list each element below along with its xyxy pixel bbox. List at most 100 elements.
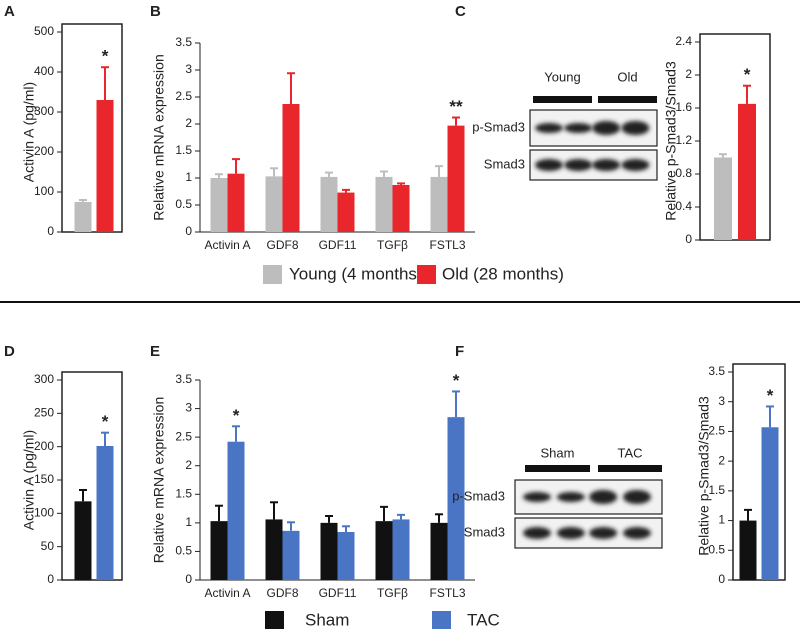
y-tick-label: 2	[185, 116, 192, 130]
bar	[714, 157, 732, 240]
y-tick-label: 1.5	[175, 486, 192, 500]
blot-band	[623, 527, 652, 539]
bar	[337, 192, 355, 232]
blot-band	[592, 121, 621, 135]
bar	[74, 501, 92, 580]
y-tick-label: 2.5	[708, 424, 725, 438]
y-tick-label: 3	[185, 62, 192, 76]
panel-label: E	[150, 343, 160, 360]
bar	[96, 100, 114, 232]
blot-row-label: Smad3	[464, 524, 505, 539]
y-tick-label: 3.5	[708, 364, 725, 378]
y-tick-label: 250	[34, 406, 54, 420]
panel-label: C	[455, 3, 466, 20]
y-axis-label: Activin A (pg/ml)	[21, 82, 37, 182]
x-tick-label: Activin A	[204, 586, 250, 600]
annotation: *	[102, 47, 109, 66]
blot-row-label: Smad3	[484, 156, 525, 171]
legend-label: TAC	[467, 610, 500, 629]
bar	[265, 519, 283, 580]
y-tick-label: 0	[47, 224, 54, 238]
x-tick-label: FSTL3	[429, 586, 465, 600]
y-tick-label: 2	[718, 453, 725, 467]
bar	[739, 520, 757, 580]
x-tick-label: TGFβ	[377, 586, 408, 600]
panel-label: F	[455, 343, 464, 360]
y-tick-label: 0	[685, 232, 692, 246]
bar	[447, 125, 465, 232]
annotation: **	[449, 97, 463, 116]
y-tick-label: 300	[34, 104, 54, 118]
panel-label: B	[150, 3, 161, 20]
blot-band	[621, 159, 650, 171]
bar	[210, 178, 228, 232]
bar	[320, 522, 338, 580]
y-tick-label: 0	[185, 224, 192, 238]
x-tick-label: GDF11	[319, 238, 357, 252]
frame	[732, 363, 786, 581]
blot-group-label: Young	[544, 69, 580, 84]
y-tick-label: 300	[34, 372, 54, 386]
y-tick-label: 3	[185, 401, 192, 415]
x-tick-label: GDF8	[266, 586, 298, 600]
y-tick-label: 1	[185, 170, 192, 184]
bar	[96, 446, 114, 580]
bar	[337, 532, 355, 580]
y-tick-label: 0.5	[175, 544, 192, 558]
y-tick-label: 3	[718, 394, 725, 408]
frame	[699, 33, 771, 241]
y-tick-label: 0	[47, 572, 54, 586]
annotation: *	[453, 371, 460, 390]
y-tick-label: 0.4	[675, 199, 692, 213]
y-axis-label: Relative mRNA expression	[151, 54, 167, 221]
bar	[375, 521, 393, 580]
bar	[375, 176, 393, 232]
y-tick-label: 400	[34, 64, 54, 78]
y-tick-label: 100	[34, 184, 54, 198]
bar	[761, 427, 779, 580]
y-tick-label: 1.2	[675, 133, 692, 147]
y-axis-label: Relative p-Smad3/Smad3	[663, 61, 679, 221]
y-tick-label: 3.5	[175, 372, 192, 386]
blot-group-label: Sham	[541, 445, 575, 460]
panel-label: D	[4, 343, 15, 360]
blot-row-label: p-Smad3	[452, 488, 505, 503]
y-tick-label: 2	[185, 458, 192, 472]
y-tick-label: 100	[34, 506, 54, 520]
y-axis-label: Relative mRNA expression	[151, 397, 167, 564]
bar	[430, 522, 448, 580]
legend-swatch	[265, 611, 284, 629]
blot-band	[589, 490, 618, 504]
x-tick-label: FSTL3	[429, 238, 465, 252]
blot-group-bar	[598, 96, 657, 103]
blot-band	[592, 159, 621, 171]
blot-band	[589, 527, 618, 539]
legend-label: Sham	[305, 610, 349, 629]
bar	[227, 441, 245, 580]
y-axis-label: Activin A (pg/ml)	[21, 430, 37, 530]
y-tick-label: 200	[34, 144, 54, 158]
bar	[282, 104, 300, 232]
y-tick-label: 0.5	[708, 542, 725, 556]
annotation: *	[233, 406, 240, 425]
y-tick-label: 1.5	[708, 483, 725, 497]
bar	[447, 417, 465, 580]
y-tick-label: 0.5	[175, 197, 192, 211]
blot-band	[535, 123, 564, 133]
bar	[74, 202, 92, 232]
y-tick-label: 2	[685, 67, 692, 81]
blot-band	[623, 490, 652, 504]
y-tick-label: 50	[41, 539, 55, 553]
y-tick-label: 150	[34, 472, 54, 486]
blot-band	[523, 492, 552, 502]
annotation: *	[767, 386, 774, 405]
bar	[265, 176, 283, 232]
legend-swatch	[432, 611, 451, 629]
y-tick-label: 200	[34, 439, 54, 453]
y-tick-label: 0	[185, 572, 192, 586]
y-tick-label: 500	[34, 24, 54, 38]
annotation: *	[744, 65, 751, 84]
y-axis-label: Relative p-Smad3/Smad3	[696, 396, 712, 556]
x-tick-label: TGFβ	[377, 238, 408, 252]
